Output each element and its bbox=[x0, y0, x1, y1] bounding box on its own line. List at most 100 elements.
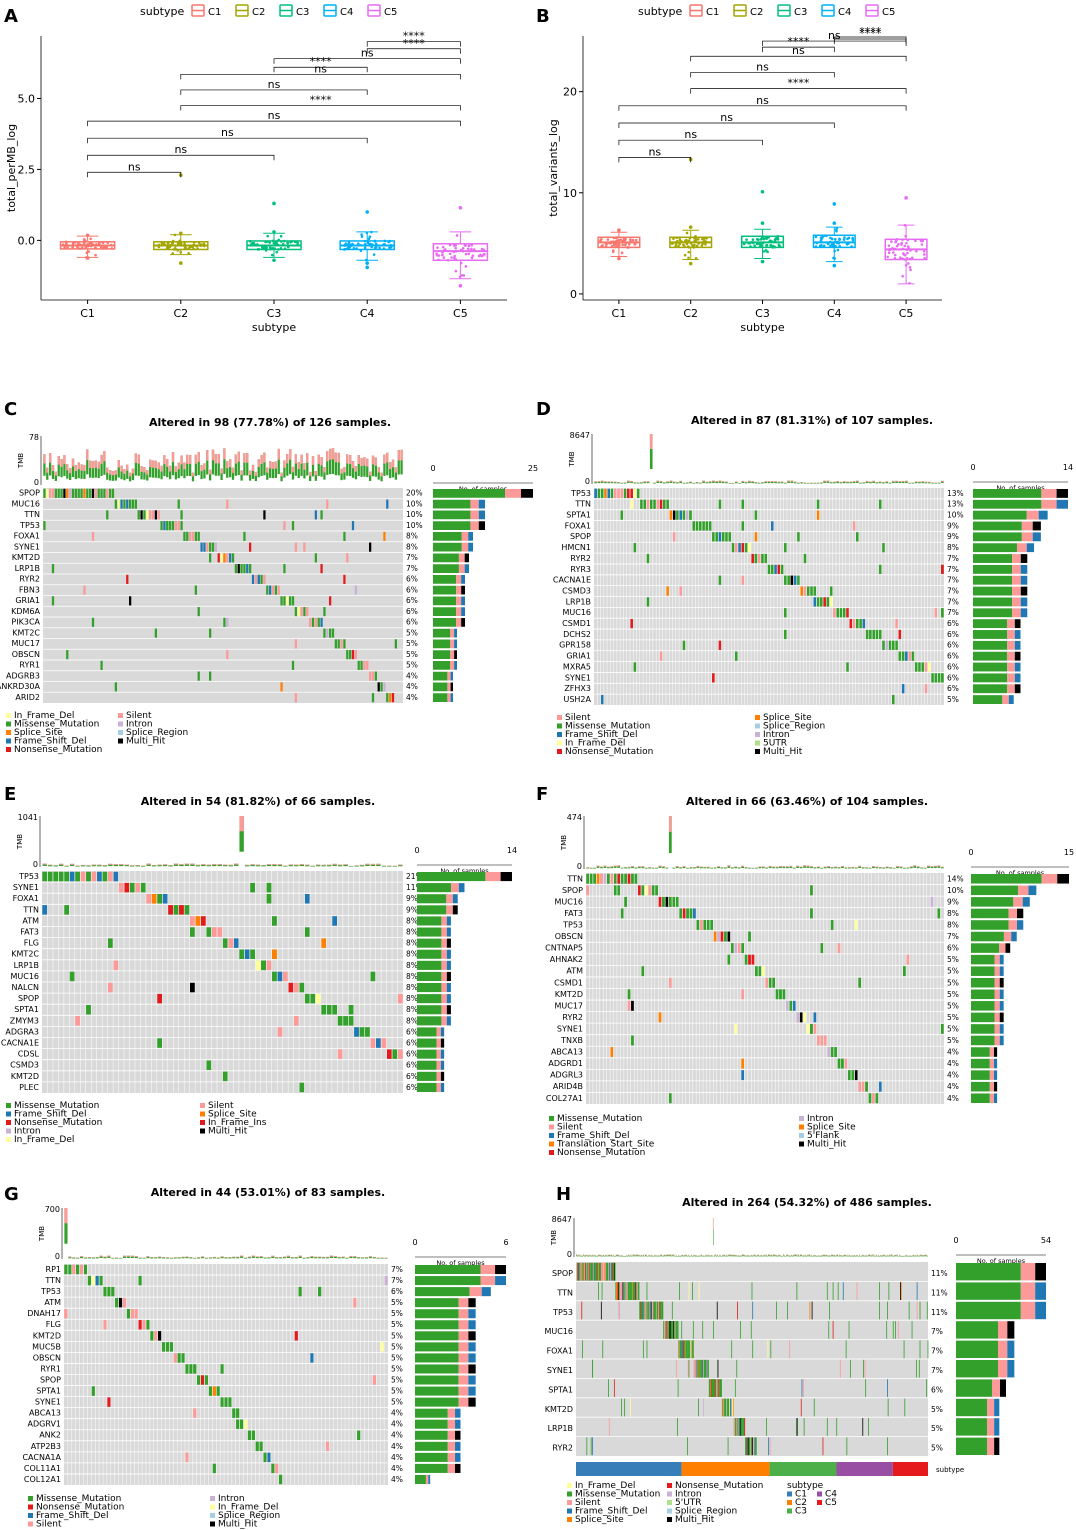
mutation-cell bbox=[297, 607, 300, 617]
mutation-cell bbox=[586, 1437, 588, 1456]
mutation-cell bbox=[878, 629, 882, 640]
tmb-bar bbox=[761, 1254, 763, 1257]
gene-percent: 6% bbox=[947, 662, 959, 671]
tmb-zero: 0 bbox=[33, 860, 38, 869]
mutation-cell bbox=[668, 1093, 672, 1104]
legend-item: Missense_Mutation bbox=[14, 720, 99, 730]
bar-segment bbox=[1020, 586, 1028, 596]
mutation-cell bbox=[715, 1379, 717, 1397]
mutation-cell bbox=[354, 585, 357, 595]
mutation-cell bbox=[668, 896, 672, 907]
tmb-bar bbox=[757, 1255, 758, 1257]
outlier-point bbox=[617, 228, 621, 233]
tmb-bar bbox=[758, 866, 762, 869]
mutation-cell bbox=[580, 1262, 582, 1281]
bar-segment bbox=[415, 1463, 448, 1473]
mutation-cell bbox=[186, 531, 189, 541]
bar-segment bbox=[1035, 1282, 1046, 1300]
tmb-bar bbox=[708, 1254, 710, 1257]
mutation-cell bbox=[887, 1301, 888, 1320]
gene-percent: 8% bbox=[406, 542, 418, 551]
mutation-cell bbox=[654, 1301, 656, 1320]
tmb-bar bbox=[612, 1256, 613, 1257]
tmb-bar bbox=[48, 864, 53, 866]
panel-label-D: D bbox=[536, 399, 551, 420]
data-point bbox=[275, 240, 279, 243]
mutation-cell bbox=[658, 1301, 660, 1320]
tmb-bar bbox=[764, 481, 768, 484]
mutation-cell bbox=[879, 1282, 880, 1300]
gene-percent: 10% bbox=[406, 510, 423, 519]
mutation-cell bbox=[738, 1418, 740, 1436]
tmb-bar bbox=[586, 1254, 588, 1256]
tmb-bar bbox=[878, 1256, 880, 1257]
tmb-bar bbox=[80, 1256, 84, 1258]
tmb-bar bbox=[623, 482, 627, 484]
data-point bbox=[103, 246, 106, 250]
tmb-bar bbox=[630, 480, 633, 482]
tmb-bar bbox=[637, 866, 641, 868]
tmb-bar bbox=[921, 1255, 923, 1256]
tmb-bar bbox=[337, 864, 343, 866]
mutation-cell bbox=[716, 1301, 718, 1320]
tmb-bar bbox=[689, 1255, 691, 1257]
tmb-bar bbox=[824, 1255, 826, 1257]
data-point bbox=[283, 247, 287, 251]
tmb-bar bbox=[69, 468, 72, 480]
mutation-cell bbox=[718, 575, 722, 585]
tmb-bar bbox=[260, 454, 263, 464]
bar-segment bbox=[417, 949, 442, 959]
bar-segment bbox=[1007, 1340, 1015, 1358]
mutation-cell bbox=[640, 1301, 641, 1320]
bar-segment bbox=[417, 905, 447, 915]
tmb-bar bbox=[704, 1256, 705, 1257]
mutation-cell bbox=[212, 1463, 216, 1474]
tmb-bar bbox=[656, 480, 660, 482]
data-point bbox=[187, 252, 190, 255]
data-point bbox=[842, 238, 846, 241]
data-point bbox=[360, 233, 363, 236]
mutation-cell bbox=[220, 1397, 224, 1407]
tmb-bar bbox=[376, 1257, 380, 1259]
mutation-cell bbox=[730, 943, 734, 954]
data-point bbox=[450, 256, 453, 259]
tmb-bar bbox=[889, 1254, 891, 1256]
tmb-bar bbox=[95, 1257, 99, 1259]
data-point bbox=[760, 244, 763, 247]
mutation-cell bbox=[643, 1301, 645, 1320]
mutation-cell bbox=[741, 499, 745, 509]
mutation-cell bbox=[658, 1301, 659, 1320]
mutation-cell bbox=[688, 1282, 690, 1300]
mutation-cell bbox=[87, 1275, 92, 1286]
tmb-bar bbox=[692, 482, 696, 484]
mutation-cell bbox=[926, 1379, 927, 1397]
tmb-bar bbox=[770, 1254, 772, 1256]
bar-segment bbox=[417, 1016, 442, 1026]
tmb-bar bbox=[883, 1254, 884, 1256]
mutation-cell bbox=[663, 1321, 665, 1339]
gene-label-CACNA1A: CACNA1A bbox=[22, 1453, 61, 1462]
gene-label-DNAH17: DNAH17 bbox=[27, 1309, 61, 1318]
significance-bracket bbox=[618, 157, 692, 163]
mutation-cell bbox=[891, 640, 895, 650]
mutation-cell bbox=[371, 693, 375, 703]
y-tick-label: 5.0 bbox=[18, 92, 36, 105]
bar-segment bbox=[989, 1070, 994, 1080]
tmb-bar bbox=[713, 867, 717, 869]
tmb-bar bbox=[783, 1254, 785, 1257]
gene-percent: 4% bbox=[947, 1059, 959, 1068]
data-point bbox=[894, 240, 897, 244]
data-point bbox=[907, 262, 910, 265]
tmb-bar bbox=[91, 461, 95, 469]
bar-tick-label: 0 bbox=[968, 848, 973, 857]
tmb-bar bbox=[782, 866, 786, 869]
tmb-bar bbox=[878, 1254, 879, 1256]
tmb-bar bbox=[343, 864, 348, 866]
mutation-cell bbox=[862, 1418, 864, 1436]
bar-segment bbox=[971, 1081, 990, 1092]
mutation-cell bbox=[793, 575, 797, 585]
mutation-cell bbox=[154, 1331, 158, 1341]
bar-segment bbox=[1013, 897, 1023, 907]
mutation-cell bbox=[734, 1418, 735, 1436]
mutation-cell bbox=[372, 1375, 376, 1385]
